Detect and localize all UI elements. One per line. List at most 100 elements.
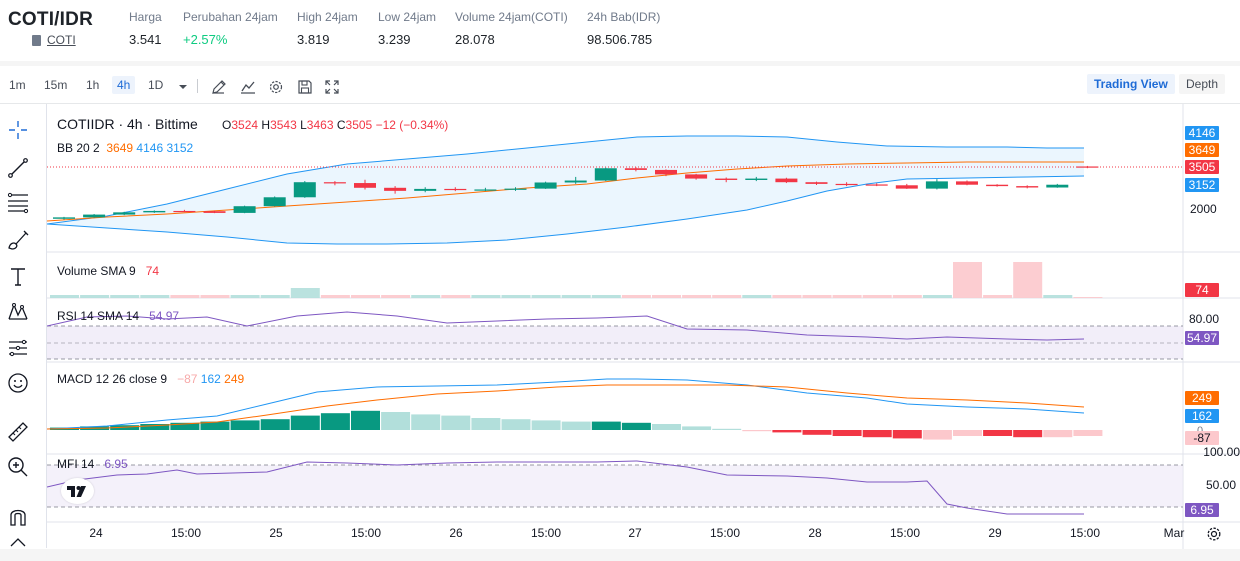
stat-value: 3.239 (378, 32, 411, 47)
timeframe-1h[interactable]: 1h (86, 78, 100, 92)
volume-bar (320, 295, 350, 298)
mfi-badge: 6.95 (1185, 503, 1219, 517)
macd-hist-bar (230, 420, 260, 430)
x-axis-label: 15:00 (531, 526, 561, 540)
timeframe-15m[interactable]: 15m (44, 78, 68, 92)
candle-down (354, 183, 376, 188)
last-price-badge-text: 3505 (1189, 160, 1216, 174)
price-chart[interactable]: 2000 41463649350531527480.0054.972491620… (47, 104, 1240, 549)
candle-up (293, 182, 316, 198)
fib-icon[interactable] (6, 190, 30, 214)
volume-bar (411, 295, 441, 298)
macd-hist-bar (892, 430, 922, 439)
zoom-in-icon[interactable] (6, 455, 30, 479)
crosshair-icon[interactable] (6, 118, 30, 142)
bb-band-fill (47, 136, 1084, 244)
ticker-header: COTI/IDR COTI Harga 3.541 Perubahan 24ja… (0, 0, 1240, 60)
brush-icon[interactable] (6, 228, 30, 252)
ruler-icon[interactable] (6, 420, 30, 444)
forecast-icon[interactable] (6, 336, 30, 360)
macd-hist-bar (320, 413, 350, 430)
pattern-icon[interactable] (6, 300, 30, 324)
volume-bar (591, 295, 621, 298)
depth-button[interactable]: Depth (1179, 74, 1226, 94)
timeframe-1d[interactable]: 1D (148, 78, 164, 92)
volume-badge-text: 74 (1195, 283, 1209, 297)
candle-up (143, 210, 166, 213)
close-label: C (336, 118, 346, 132)
chevron-down-icon[interactable] (175, 79, 191, 95)
volume-bar (652, 295, 681, 298)
macd-hist-bar (1013, 430, 1043, 438)
save-icon[interactable] (297, 79, 313, 95)
volume-legend-name: Volume SMA 9 (57, 264, 136, 278)
volume-bar (110, 295, 140, 298)
macd-hist-bar (471, 418, 501, 430)
macd-legend-name: MACD 12 26 close 9 (57, 372, 168, 386)
x-axis-label: Mar (1164, 526, 1185, 540)
magnet-icon[interactable] (6, 504, 30, 528)
trading-view-button[interactable]: Trading View (1087, 74, 1175, 94)
volume-legend[interactable]: Volume SMA 9 74 (57, 264, 159, 278)
fullscreen-icon[interactable] (324, 79, 340, 95)
bb-basis-badge: 3649 (1185, 143, 1219, 157)
macd-hist-bar (712, 428, 742, 430)
macd-hist-bar (501, 419, 531, 430)
stat-label: Low 24jam (378, 10, 437, 24)
rsi-line (47, 311, 1085, 341)
volume-bar (772, 295, 802, 298)
volume-bar (712, 295, 742, 298)
macd-hist-badge-text: -87 (1193, 431, 1211, 445)
macd-legend[interactable]: MACD 12 26 close 9 −87 162 249 (57, 372, 244, 386)
coin-icon (32, 35, 41, 46)
candle-down (173, 210, 196, 213)
candle-down (384, 187, 407, 191)
volume-bar (742, 295, 772, 298)
macd-hist-bar (922, 430, 952, 440)
timeframe-1m[interactable]: 1m (9, 78, 26, 92)
macd-hist-bar (531, 420, 561, 430)
candle-down (655, 169, 677, 175)
settings-icon[interactable] (268, 79, 284, 95)
coin-link[interactable]: COTI (47, 33, 76, 47)
x-axis-label: 15:00 (351, 526, 381, 540)
candle-up (745, 178, 768, 180)
bb-legend[interactable]: BB 20 2 3649 4146 3152 (57, 141, 193, 155)
bb-lower-badge-bg (1185, 178, 1219, 192)
stat-value: +2.57% (183, 32, 228, 47)
x-axis-label: 28 (808, 526, 822, 540)
candle-up (53, 217, 75, 219)
volume-bar (501, 295, 531, 298)
mfi-legend-name: MFI 14 (57, 457, 95, 471)
candle-up (564, 180, 587, 183)
axis-settings-icon[interactable] (1207, 527, 1221, 541)
rsi-legend[interactable]: RSI 14 SMA 14 54.97 (57, 309, 179, 323)
macd-hist-bar (441, 415, 471, 430)
text-icon[interactable] (6, 264, 30, 288)
candle-down (444, 188, 467, 191)
stat-low: Low 24jam 3.239 (378, 10, 436, 47)
macd-hist-bar (652, 424, 681, 430)
volume-legend-value: 74 (145, 264, 160, 278)
x-axis-label: 15:00 (1070, 526, 1100, 540)
draw-icon[interactable] (211, 79, 227, 95)
macd-badge-text: 162 (1192, 409, 1212, 423)
trendline-icon[interactable] (6, 156, 30, 180)
tool-partial-icon[interactable] (6, 536, 30, 548)
stat-value: 28.078 (455, 32, 495, 47)
emoji-icon[interactable] (6, 371, 30, 395)
mfi-legend[interactable]: MFI 14 6.95 (57, 457, 128, 471)
volume-bar (140, 295, 170, 298)
candle-down (865, 184, 888, 186)
volume-bar (682, 295, 712, 298)
tradingview-logo (61, 478, 94, 504)
x-axis-label: 27 (628, 526, 642, 540)
rsi-legend-value: 54.97 (149, 309, 180, 323)
volume-bar (1013, 262, 1043, 298)
indicator-icon[interactable] (240, 79, 256, 95)
macd-hist-bar (170, 422, 200, 430)
timeframe-4h[interactable]: 4h (112, 76, 136, 94)
candle-down (805, 182, 828, 184)
mfi-legend-value: 6.95 (104, 457, 128, 471)
macd-hist-bar (621, 422, 651, 430)
